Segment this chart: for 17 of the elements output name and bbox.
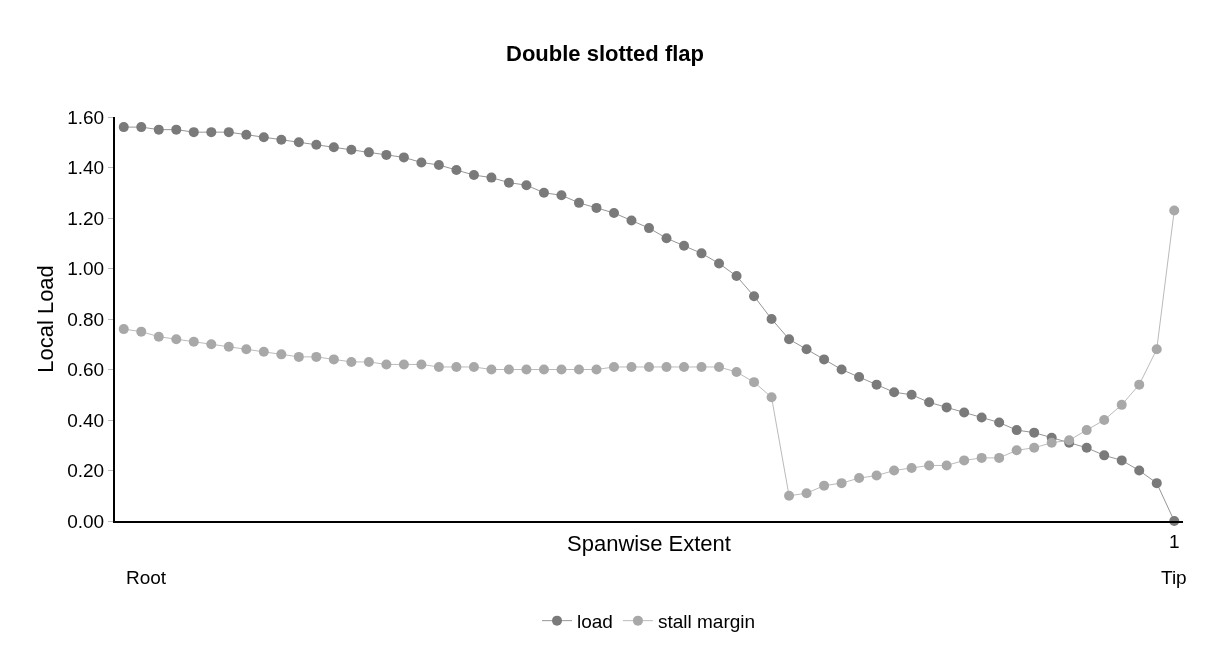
y-tick-label: 1.00 <box>67 258 105 280</box>
y-tick-label: 1.20 <box>67 207 105 229</box>
y-tick-label: 0.80 <box>67 308 105 330</box>
y-tick-label: 1.60 <box>67 106 105 128</box>
text: 1 <box>1169 531 1180 552</box>
y-tick-label: 0.40 <box>67 409 105 431</box>
chart-title: Double slotted flap <box>506 41 704 67</box>
y-axis-title: Local Load <box>32 265 58 373</box>
y-tick-label: 0.60 <box>67 359 105 381</box>
text: Tip <box>1161 567 1187 588</box>
y-tick-label: 1.40 <box>67 157 105 179</box>
x-axis-title: Spanwise Extent <box>567 531 731 557</box>
y-tick-label: 0.20 <box>67 460 105 482</box>
y-tick-label: 0.00 <box>67 510 105 532</box>
legend-label: load <box>577 611 613 633</box>
text: Root <box>126 567 167 588</box>
legend-label: stall margin <box>657 611 756 633</box>
